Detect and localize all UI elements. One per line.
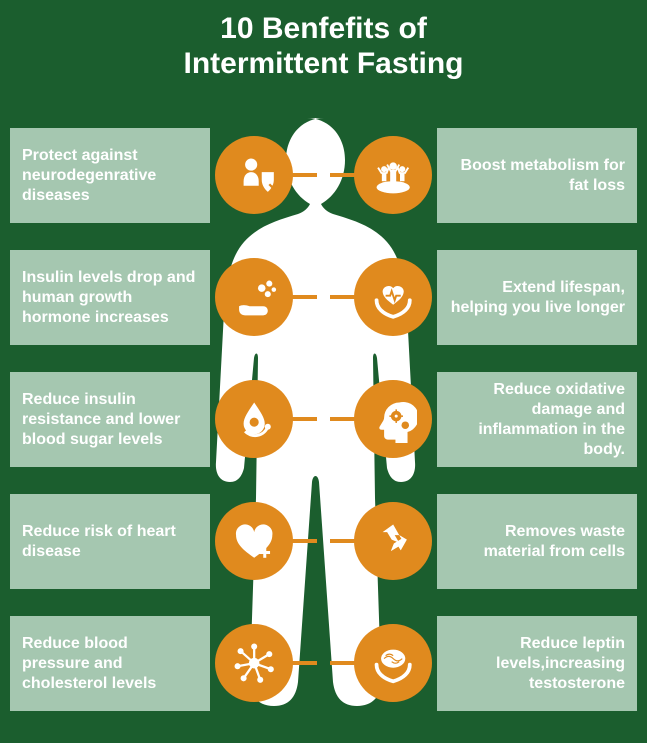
infographic-title: 10 Benfefits of Intermittent Fasting: [0, 0, 647, 81]
connector-left-3: [289, 539, 317, 543]
head-gear-icon: [354, 380, 432, 458]
benefit-box-right-2: Reduce oxidative damage and inflammation…: [437, 372, 637, 467]
benefit-box-left-1: Insulin levels drop and human growth hor…: [10, 250, 210, 345]
benefit-box-right-0: Boost metabolism for fat loss: [437, 128, 637, 223]
hands-heart-icon: [354, 258, 432, 336]
connector-left-2: [289, 417, 317, 421]
connector-left-4: [289, 661, 317, 665]
molecule-icon: [215, 624, 293, 702]
people-up-icon: [354, 136, 432, 214]
benefit-box-right-4: Reduce leptin levels,increasing testoste…: [437, 616, 637, 711]
benefit-box-left-0: Protect against neurodegenrative disease…: [10, 128, 210, 223]
title-line-1: 10 Benfefits of: [0, 12, 647, 47]
hand-drops-icon: [215, 258, 293, 336]
title-line-2: Intermittent Fasting: [0, 47, 647, 82]
heart-plus-icon: [215, 502, 293, 580]
benefit-box-right-3: Removes waste material from cells: [437, 494, 637, 589]
benefit-box-left-2: Reduce insulin resistance and lower bloo…: [10, 372, 210, 467]
connector-left-0: [289, 173, 317, 177]
benefit-box-right-1: Extend lifespan, helping you live longer: [437, 250, 637, 345]
hands-brain-icon: [354, 624, 432, 702]
blood-drop-icon: [215, 380, 293, 458]
benefit-box-left-3: Reduce risk of heart disease: [10, 494, 210, 589]
shield-person-icon: [215, 136, 293, 214]
benefit-box-left-4: Reduce blood pressure and cholesterol le…: [10, 616, 210, 711]
recycle-icon: [354, 502, 432, 580]
connector-left-1: [289, 295, 317, 299]
